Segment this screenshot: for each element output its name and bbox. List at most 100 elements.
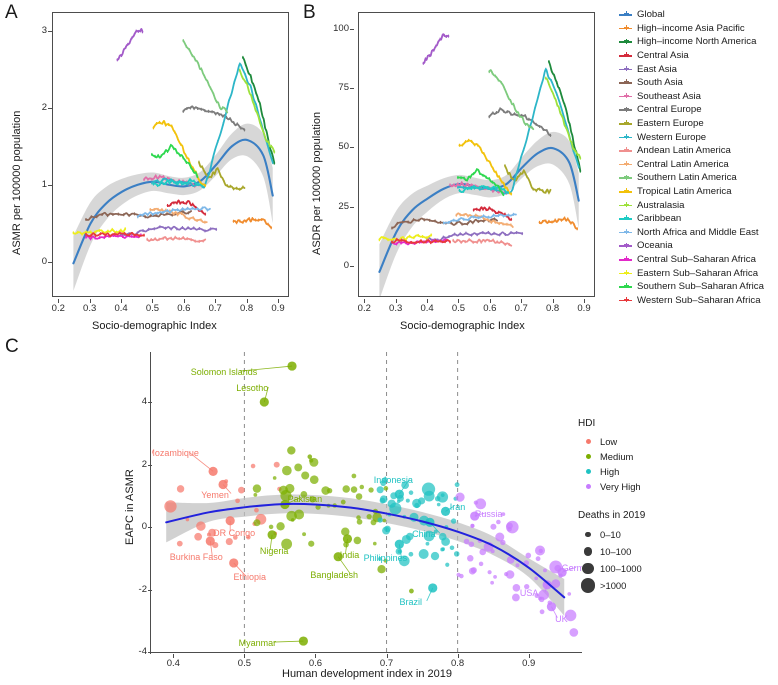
tick-mark xyxy=(148,402,152,403)
tick-mark xyxy=(48,262,52,264)
region-legend-item[interactable]: Southeast Asia xyxy=(618,90,778,104)
region-legend-label: Southeast Asia xyxy=(637,90,702,102)
tick-mark xyxy=(395,299,397,303)
region-legend-item[interactable]: Western Europe xyxy=(618,130,778,144)
tick-mark xyxy=(148,589,152,591)
country-label: Yemen xyxy=(201,489,229,500)
tick-mark xyxy=(350,28,354,30)
region-legend-item[interactable]: Central Latin America xyxy=(618,158,778,172)
country-label: Philippines xyxy=(363,553,408,564)
region-legend-item[interactable]: Southern Sub–Saharan Africa xyxy=(618,280,778,294)
country-label: Germany xyxy=(561,563,582,574)
country-label: Ethiopia xyxy=(233,571,266,582)
tick-mark xyxy=(427,299,429,303)
hdi-legend-item[interactable]: Medium xyxy=(578,449,768,464)
legend-line-icon xyxy=(618,253,633,266)
region-legend-item[interactable]: Tropical Latin America xyxy=(618,185,778,199)
region-legend-item[interactable]: Eastern Europe xyxy=(618,117,778,131)
region-legend-item[interactable]: Caribbean xyxy=(618,212,778,226)
region-legend-label: Andean Latin America xyxy=(637,145,731,157)
a-xticks-tick: 0.7 xyxy=(208,303,222,314)
tick-mark xyxy=(489,299,491,303)
legend-line-icon xyxy=(618,35,633,48)
deaths-legend-item[interactable]: 100–1000 xyxy=(578,560,768,577)
deaths-legend-item[interactable]: 10–100 xyxy=(578,543,768,560)
region-legend-item[interactable]: Global xyxy=(618,8,778,22)
deaths-legend-item[interactable]: >1000 xyxy=(578,577,768,594)
b-xticks-tick: 0.6 xyxy=(483,303,497,314)
legend-line-icon xyxy=(618,49,633,62)
a-xticks-tick: 0.2 xyxy=(51,303,65,314)
tick-mark xyxy=(152,299,154,303)
region-legend-item[interactable]: Central Sub–Saharan Africa xyxy=(618,253,778,267)
deaths-size-dot-icon xyxy=(578,562,598,575)
panel-c-y-axis-title: EAPC in ASMR xyxy=(124,469,136,545)
region-legend-label: High–income Asia Pacific xyxy=(637,22,745,34)
region-legend-label: Eastern Europe xyxy=(637,118,704,130)
hdi-legend-item[interactable]: Very High xyxy=(578,479,768,494)
country-label: UK xyxy=(555,613,568,624)
tick-mark xyxy=(315,654,317,658)
country-label: Lesotho xyxy=(236,383,269,393)
panel-a-y-axis-title: ASMR per 100000 population xyxy=(11,110,23,255)
hdi-legend-item[interactable]: High xyxy=(578,464,768,479)
hdi-legend-title: HDI xyxy=(578,418,596,429)
country-label: Iran xyxy=(449,502,466,513)
region-legend-item[interactable]: Eastern Sub–Saharan Africa xyxy=(618,266,778,280)
deaths-legend-item[interactable]: 0–10 xyxy=(578,526,768,543)
c-yticks-tick: 4 xyxy=(141,396,147,407)
panel-c-x-axis-title: Human development index in 2019 xyxy=(282,668,453,680)
tick-mark xyxy=(350,206,354,208)
panel-c-letter: C xyxy=(5,336,19,357)
region-legend-label: Central Latin America xyxy=(637,158,729,170)
region-legend-label: High–income North America xyxy=(637,36,757,48)
hdi-and-deaths-legend: HDI Low Medium High Very High Deaths in 201… xyxy=(578,418,768,594)
tick-mark xyxy=(148,652,152,653)
tick-mark xyxy=(121,299,123,303)
tick-mark xyxy=(89,299,91,303)
c-xticks-tick: 0.5 xyxy=(237,658,251,669)
b-xticks-tick: 0.4 xyxy=(420,303,434,314)
deaths-legend-title: Deaths in 2019 xyxy=(578,510,646,521)
c-yticks-tick: -2 xyxy=(138,583,147,595)
region-legend-label: Australasia xyxy=(637,199,685,211)
region-legend-item[interactable]: High–income North America xyxy=(618,35,778,49)
region-legend-item[interactable]: Andean Latin America xyxy=(618,144,778,158)
deaths-legend-rows: 0–10 10–100 100–1000 >1000 xyxy=(578,526,768,594)
region-legend-item[interactable]: High–income Asia Pacific xyxy=(618,22,778,36)
region-legend-item[interactable]: East Asia xyxy=(618,62,778,76)
a-yticks-tick: 2 xyxy=(41,102,47,114)
region-legend-item[interactable]: North Africa and Middle East xyxy=(618,226,778,240)
country-label: Brazil xyxy=(399,596,422,607)
panel-a-letter: A xyxy=(5,2,18,23)
c-xticks-tick: 0.4 xyxy=(166,658,180,669)
a-yticks-tick: 0 xyxy=(41,256,47,268)
hdi-legend-label: Low xyxy=(600,436,618,447)
deaths-legend-label: 10–100 xyxy=(600,546,632,557)
tick-mark xyxy=(521,299,523,303)
panel-b-svg xyxy=(378,33,582,296)
deaths-legend-label: 100–1000 xyxy=(600,563,642,574)
tick-mark xyxy=(364,299,366,303)
region-legend-item[interactable]: Western Sub–Saharan Africa xyxy=(618,293,778,307)
region-legend-label: Southern Latin America xyxy=(637,172,737,184)
region-legend-label: East Asia xyxy=(637,63,677,75)
region-legend-item[interactable]: Central Asia xyxy=(618,49,778,63)
region-legend-item[interactable]: Oceania xyxy=(618,239,778,253)
hdi-legend-label: Very High xyxy=(600,481,641,492)
region-legend-item[interactable]: Australasia xyxy=(618,198,778,212)
region-legend-item[interactable]: Central Europe xyxy=(618,103,778,117)
tick-mark xyxy=(350,266,354,268)
deaths-size-dot-icon xyxy=(578,531,598,538)
region-legend-item[interactable]: Southern Latin America xyxy=(618,171,778,185)
tick-mark xyxy=(58,299,60,303)
legend-line-icon xyxy=(618,22,633,35)
hdi-legend-item[interactable]: Low xyxy=(578,434,768,449)
hdi-legend-label: Medium xyxy=(600,451,634,462)
b-xticks-tick: 0.7 xyxy=(514,303,528,314)
region-legend-label: Caribbean xyxy=(637,213,682,225)
legend-line-icon xyxy=(618,63,633,76)
region-legend-item[interactable]: South Asia xyxy=(618,76,778,90)
legend-line-icon xyxy=(618,144,633,157)
a-yticks-tick: 3 xyxy=(41,25,47,37)
